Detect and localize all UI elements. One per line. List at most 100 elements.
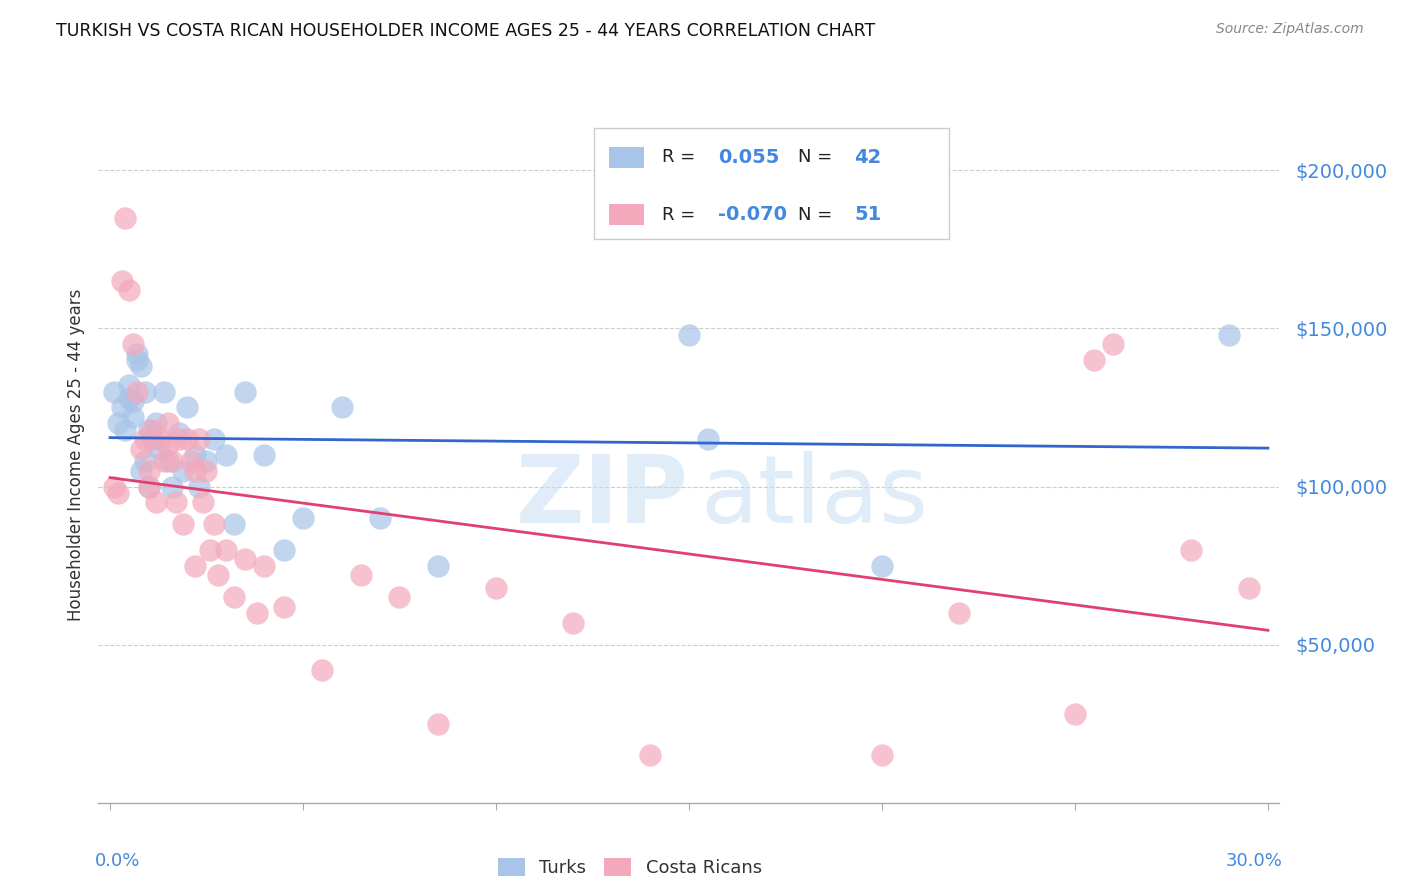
Point <box>129 442 152 456</box>
Point <box>1083 353 1105 368</box>
Point <box>145 417 167 431</box>
Point <box>1218 327 1240 342</box>
Point <box>114 211 136 225</box>
Point <box>129 359 152 374</box>
Text: 0.055: 0.055 <box>718 148 780 167</box>
Legend: Turks, Costa Ricans: Turks, Costa Ricans <box>491 850 769 884</box>
Text: R =: R = <box>662 206 700 224</box>
Point <box>184 558 207 573</box>
Point <box>172 464 194 478</box>
Point <box>169 432 191 446</box>
Bar <box>609 204 644 226</box>
Bar <box>609 146 644 168</box>
Point <box>246 606 269 620</box>
Point <box>180 454 202 468</box>
Point <box>388 591 411 605</box>
Point <box>195 464 218 478</box>
Point <box>640 748 662 763</box>
Point <box>156 417 179 431</box>
Point <box>110 401 132 415</box>
Point <box>207 568 229 582</box>
Text: 0.0%: 0.0% <box>94 852 141 870</box>
Point <box>149 432 172 446</box>
Point <box>118 391 141 405</box>
Point <box>129 464 152 478</box>
Point <box>141 432 163 446</box>
Point <box>176 401 198 415</box>
Point <box>107 417 129 431</box>
Point <box>485 581 508 595</box>
Point <box>291 511 314 525</box>
Point <box>233 552 256 566</box>
Point <box>153 454 176 468</box>
Point <box>1102 337 1125 351</box>
Point <box>187 479 209 493</box>
Point <box>156 454 179 468</box>
Point <box>156 438 179 452</box>
Point <box>138 479 160 493</box>
Point <box>1237 581 1260 595</box>
Point <box>103 479 125 493</box>
Point <box>215 542 238 557</box>
Point <box>125 384 148 399</box>
Text: R =: R = <box>662 148 700 166</box>
Point <box>145 495 167 509</box>
Text: -0.070: -0.070 <box>718 205 787 225</box>
FancyBboxPatch shape <box>595 128 949 239</box>
Point <box>368 511 391 525</box>
Point <box>122 337 145 351</box>
Point <box>253 448 276 462</box>
Point <box>160 479 183 493</box>
Point <box>160 454 183 468</box>
Text: 42: 42 <box>855 148 882 167</box>
Text: N =: N = <box>797 148 838 166</box>
Point <box>870 748 893 763</box>
Point <box>138 464 160 478</box>
Point <box>122 394 145 409</box>
Point <box>253 558 276 573</box>
Point <box>114 423 136 437</box>
Y-axis label: Householder Income Ages 25 - 44 years: Householder Income Ages 25 - 44 years <box>66 289 84 621</box>
Point <box>169 425 191 440</box>
Point <box>870 558 893 573</box>
Point <box>222 591 245 605</box>
Point <box>273 542 295 557</box>
Point <box>149 442 172 456</box>
Point <box>202 432 225 446</box>
Point <box>200 542 222 557</box>
Point <box>233 384 256 399</box>
Point <box>215 448 238 462</box>
Point <box>122 409 145 424</box>
Text: Source: ZipAtlas.com: Source: ZipAtlas.com <box>1216 22 1364 37</box>
Point <box>195 454 218 468</box>
Point <box>134 384 156 399</box>
Point <box>107 486 129 500</box>
Point <box>165 495 187 509</box>
Point <box>110 274 132 288</box>
Text: ZIP: ZIP <box>516 450 689 542</box>
Point <box>678 327 700 342</box>
Point <box>153 384 176 399</box>
Point <box>184 448 207 462</box>
Point <box>134 454 156 468</box>
Text: 51: 51 <box>855 205 882 225</box>
Point <box>562 615 585 630</box>
Point <box>138 479 160 493</box>
Point <box>1180 542 1202 557</box>
Point <box>350 568 373 582</box>
Point <box>125 347 148 361</box>
Point <box>138 423 160 437</box>
Text: atlas: atlas <box>700 450 929 542</box>
Point <box>184 464 207 478</box>
Point <box>172 517 194 532</box>
Point <box>273 599 295 614</box>
Point <box>311 663 333 677</box>
Point <box>187 432 209 446</box>
Point <box>222 517 245 532</box>
Point <box>134 432 156 446</box>
Point <box>948 606 970 620</box>
Point <box>118 284 141 298</box>
Point <box>1064 707 1087 722</box>
Point <box>176 432 198 446</box>
Point <box>330 401 353 415</box>
